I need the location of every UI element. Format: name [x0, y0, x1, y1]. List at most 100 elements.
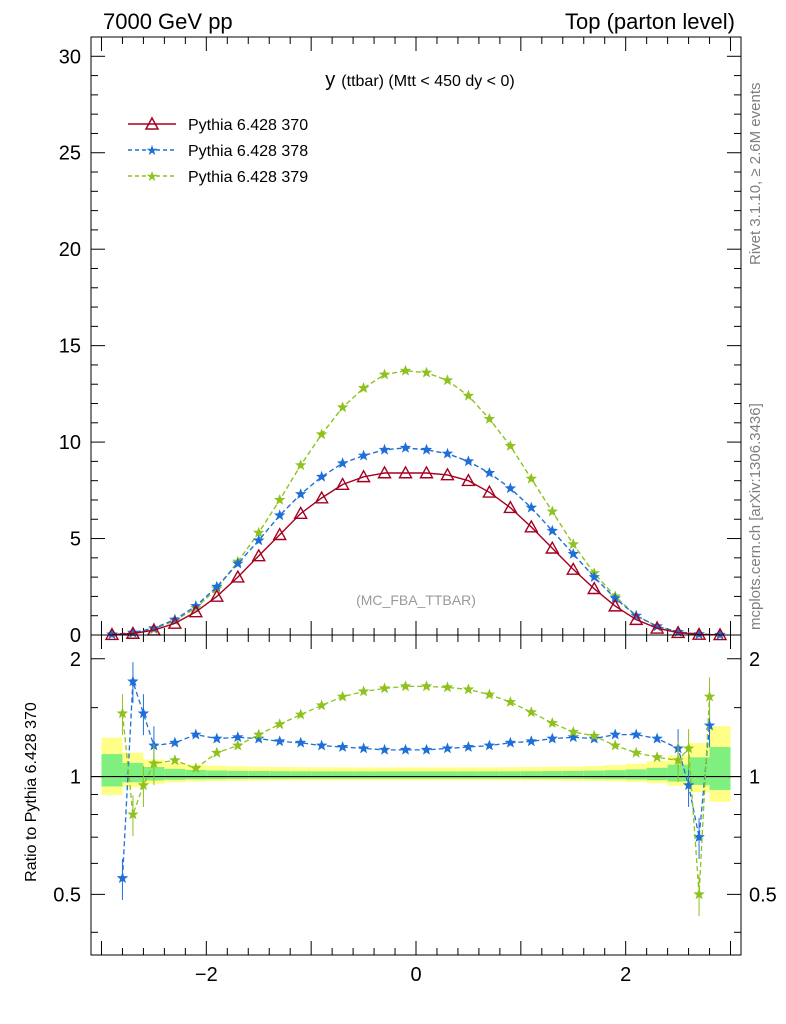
ratio-data-point — [546, 717, 558, 728]
band-inner — [541, 771, 563, 779]
ratio-data-point — [630, 728, 642, 740]
main-data-point — [232, 557, 244, 569]
ratio-y-tick-label: 1 — [70, 767, 81, 789]
ratio-data-point — [441, 742, 454, 754]
ratio-y-tick-label-right: 1 — [749, 767, 760, 789]
main-data-point — [336, 401, 349, 413]
main-data-point — [483, 467, 496, 478]
legend-entry-379: ★ Pythia 6.428 379 — [128, 169, 308, 186]
band-inner — [311, 771, 333, 779]
ratio-data-point — [525, 706, 537, 718]
ratio-data-point — [651, 732, 663, 744]
ratio-data-point — [378, 682, 391, 694]
main-data-point — [378, 368, 391, 380]
main-series-line — [111, 472, 721, 636]
band-inner — [122, 763, 144, 783]
ratio-data-point — [420, 743, 433, 755]
main-data-point — [399, 441, 412, 453]
main-data-point — [608, 598, 623, 612]
band-inner — [436, 771, 458, 779]
ratio-data-point — [232, 731, 244, 743]
main-data-point — [274, 509, 286, 521]
ratio-x-tick-label: 0 — [410, 964, 421, 986]
ratio-data-point — [116, 707, 129, 719]
ratio-plot-frame — [90, 634, 742, 956]
ratio-data-point — [315, 739, 328, 751]
main-data-point — [651, 620, 663, 632]
ratio-data-point — [169, 736, 181, 748]
main-data-point — [293, 506, 308, 519]
band-inner — [416, 771, 437, 779]
ratio-data-point — [483, 739, 496, 751]
main-data-point — [628, 612, 644, 626]
main-y-tick-label: 5 — [70, 529, 81, 551]
main-data-point — [483, 412, 496, 424]
ratio-data-point — [169, 754, 181, 766]
ratio-data-point — [525, 735, 537, 747]
main-data-point — [399, 364, 412, 376]
main-data-point — [357, 449, 370, 461]
ratio-data-point — [462, 741, 475, 752]
ratio-data-point — [420, 680, 433, 692]
band-inner — [374, 771, 396, 779]
main-data-point — [251, 548, 266, 562]
main-chart-title: y (ttbar) (Mtt < 450 dy < 0) — [325, 69, 514, 91]
band-inner — [206, 770, 228, 780]
main-data-point — [670, 625, 686, 639]
main-data-point — [672, 625, 684, 637]
ratio-y-tick-label: 2 — [70, 649, 81, 671]
main-data-point — [104, 627, 120, 641]
ratio-data-point — [127, 675, 139, 687]
band-inner — [227, 770, 249, 779]
main-data-point — [420, 443, 433, 455]
ratio-data-point — [546, 732, 558, 744]
header-left: 7000 GeV pp — [103, 9, 233, 34]
main-data-point — [148, 622, 160, 634]
main-series-line — [111, 447, 721, 636]
ratio-data-point — [693, 831, 705, 842]
main-data-point — [504, 440, 517, 451]
main-data-point — [524, 519, 539, 533]
main-data-point — [587, 581, 602, 595]
main-data-point — [378, 443, 391, 455]
ratio-data-point — [211, 746, 223, 758]
main-data-point — [274, 494, 286, 505]
ratio-data-point — [137, 707, 150, 719]
main-data-point — [649, 620, 665, 634]
ratio-series-line — [121, 681, 711, 879]
band-inner — [646, 767, 668, 781]
main-data-point — [503, 500, 518, 514]
legend-entry-378: ★ Pythia 6.428 378 — [128, 143, 308, 160]
analysis-watermark: (MC_FBA_TTBAR) — [356, 592, 476, 608]
ratio-data-point — [357, 685, 370, 697]
ratio-data-point — [336, 690, 349, 702]
main-data-point — [315, 428, 328, 440]
ratio-data-point — [703, 690, 716, 702]
main-data-point — [169, 613, 181, 625]
ratio-data-point — [190, 728, 202, 740]
header-right: Top (parton level) — [565, 9, 735, 34]
main-data-point — [167, 615, 183, 629]
legend-marker-378: ★ — [146, 143, 159, 159]
ratio-data-point — [399, 743, 412, 755]
title-rest: (ttbar) (Mtt < 450 dy < 0) — [341, 73, 514, 90]
main-data-point — [356, 469, 371, 483]
ratio-data-point — [357, 742, 370, 754]
main-data-point — [188, 604, 204, 618]
band-inner — [457, 771, 479, 779]
band-inner — [248, 771, 270, 779]
ratio-data-point — [693, 888, 705, 900]
main-data-point — [295, 459, 307, 471]
main-data-point — [419, 465, 434, 479]
band-inner — [185, 769, 207, 780]
ratio-data-point — [274, 718, 286, 730]
ratio-data-point — [504, 736, 517, 748]
ratio-data-point — [609, 728, 621, 740]
ratio-data-point — [682, 742, 695, 754]
main-data-point — [545, 540, 560, 554]
ratio-data-point — [672, 754, 684, 766]
band-inner — [101, 754, 123, 787]
ratio-y-tick-label-right: 0.5 — [749, 884, 777, 906]
ratio-data-point — [253, 732, 265, 744]
